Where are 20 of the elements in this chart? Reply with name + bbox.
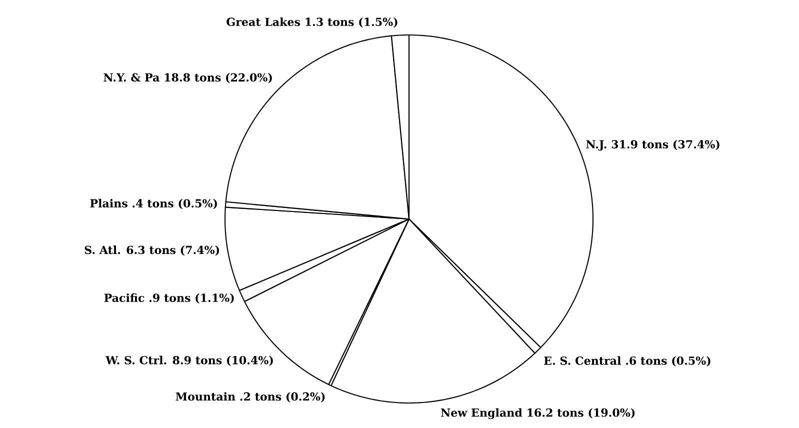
slice-label: New England xyxy=(440,408,522,420)
data-label: 1.3 tons (1.5%) xyxy=(306,17,398,28)
data-label: .9 tons (1.1%) xyxy=(149,293,234,304)
data-label: 6.3 tons (7.4%) xyxy=(126,246,220,256)
slice-label: Great Lakes xyxy=(226,17,300,26)
slice-label: Plains xyxy=(90,198,128,208)
data-label: .2 tons (0.2%) xyxy=(240,392,325,402)
data-label: .4 tons (0.5%) xyxy=(132,198,217,210)
data-label: 16.2 tons (19.0%) xyxy=(528,408,635,418)
slice-label: Mountain xyxy=(176,392,236,401)
slice-label: N.J. xyxy=(586,140,606,151)
data-label: 8.9 tons (10.4%) xyxy=(172,356,273,366)
slice-label: E. S. Central xyxy=(544,356,621,365)
slice-label: N.Y. & Pa xyxy=(104,73,160,82)
slice-label: W. S. Ctrl. xyxy=(106,356,166,364)
data-label: .6 tons (0.5%) xyxy=(626,356,710,366)
slice-label: S. Atl. xyxy=(84,246,120,254)
slice-label: Pacific xyxy=(104,293,144,302)
data-label: 18.8 tons (22.0%) xyxy=(164,73,272,84)
data-label: 31.9 tons (37.4%) xyxy=(612,140,720,150)
